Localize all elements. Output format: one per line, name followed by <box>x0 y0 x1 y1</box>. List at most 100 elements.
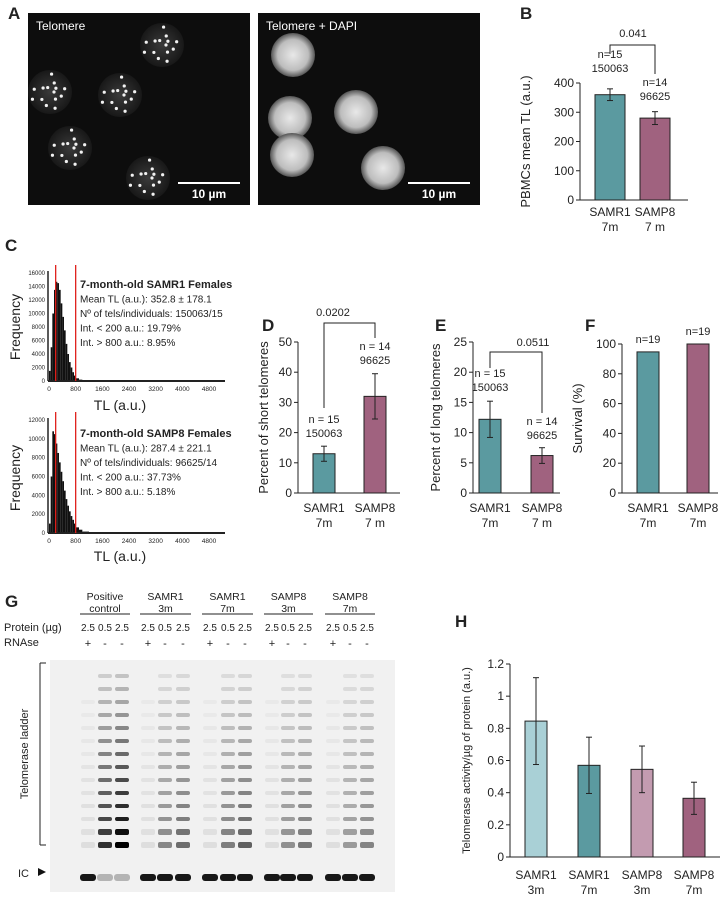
ic-band <box>97 874 113 881</box>
y-tick-label: 50 <box>279 335 293 349</box>
ladder-band <box>81 713 95 717</box>
y-tick-label: 100 <box>596 337 616 351</box>
ladder-band <box>158 752 172 756</box>
ladder-band <box>326 778 340 782</box>
histogram-bar <box>75 378 79 381</box>
ladder-band <box>176 739 190 743</box>
ladder-band <box>158 713 172 717</box>
ladder-band <box>343 829 357 835</box>
telomere-spot <box>54 86 58 90</box>
y-tick-label: 4000 <box>32 493 46 499</box>
protein-amount: 0.5 <box>281 623 295 634</box>
ic-band <box>175 874 191 881</box>
ladder-band <box>98 687 112 691</box>
x-tick-label: 3200 <box>148 386 163 393</box>
protein-label: Protein (µg) <box>4 622 62 634</box>
ladder-band <box>221 713 235 717</box>
telomere-spot <box>144 40 148 44</box>
ladder-band <box>98 778 112 782</box>
ladder-band <box>360 687 374 691</box>
x-tick-label: 7m <box>581 883 598 897</box>
x-tick-label: 3200 <box>148 538 163 545</box>
histogram-bar <box>62 481 64 533</box>
ladder-band <box>158 817 172 821</box>
telomere-spot <box>164 34 168 38</box>
ladder-band <box>158 765 172 769</box>
ladder-band <box>203 713 217 717</box>
y-tick-label: 8000 <box>32 456 46 462</box>
rnase-status: + <box>269 638 275 650</box>
n-annotation: n=19 <box>686 326 711 338</box>
ladder-band <box>158 829 172 835</box>
nucleus <box>48 126 92 170</box>
p-value-label: 0.0202 <box>316 307 350 319</box>
ladder-band <box>176 804 190 808</box>
panel-label-e: E <box>435 316 447 335</box>
y-tick-label: 200 <box>554 135 574 149</box>
ladder-band <box>238 739 252 743</box>
panel-label-b: B <box>520 4 533 23</box>
y-tick-label: 0.2 <box>487 818 504 832</box>
x-tick-label: SAMP8 <box>355 501 396 515</box>
lane-group-label: 7m <box>343 603 358 615</box>
protein-amount: 2.5 <box>176 623 190 634</box>
telomere-spot <box>61 142 65 146</box>
ladder-band <box>81 842 95 848</box>
histogram-bar <box>60 303 63 381</box>
x-axis-label: TL (a.u.) <box>94 548 146 564</box>
ladder-band <box>176 674 190 678</box>
ladder-band <box>81 829 95 835</box>
lane-group-label: SAMP8 <box>332 591 368 603</box>
telomere-spot <box>147 158 152 162</box>
histogram-bar <box>60 471 63 533</box>
image-label: Telomere <box>36 19 86 33</box>
bar-samp8-7m <box>686 343 710 494</box>
rnase-status: - <box>286 638 290 650</box>
ladder-band <box>203 842 217 848</box>
histogram-bar <box>55 443 58 533</box>
x-tick-label: 4000 <box>175 538 190 545</box>
telomere-spot <box>122 84 126 88</box>
y-tick-label: 5 <box>460 456 467 470</box>
ladder-band <box>98 829 112 835</box>
y-tick-label: 15 <box>454 395 468 409</box>
n-annotation: 150063 <box>472 382 509 394</box>
ladder-band <box>343 739 357 743</box>
y-tick-label: 2000 <box>32 366 46 372</box>
scale-bar-label: 10 µm <box>422 187 456 201</box>
telomere-spot <box>83 143 87 147</box>
ic-band <box>280 874 296 881</box>
ladder-band <box>343 752 357 756</box>
x-tick-label: SAMP8 <box>522 501 563 515</box>
y-tick-label: 10000 <box>28 437 45 443</box>
ladder-band <box>98 752 112 756</box>
x-tick-label: 7m <box>686 883 703 897</box>
x-tick-label: 800 <box>70 538 81 545</box>
ladder-band <box>176 752 190 756</box>
histogram-stat: Mean TL (a.u.): 352.8 ± 178.1 <box>80 295 212 306</box>
protein-amount: 2.5 <box>115 623 129 634</box>
telomere-spot <box>50 153 55 157</box>
ladder-band <box>281 765 295 769</box>
histogram-stat: Int. > 800 a.u.: 8.95% <box>80 338 175 349</box>
y-tick-label: 10 <box>279 456 293 470</box>
ladder-band <box>238 700 252 704</box>
histogram-bar <box>67 505 69 533</box>
ladder-band <box>98 804 112 808</box>
x-tick-label: 2400 <box>122 538 137 545</box>
histogram-bar <box>59 289 61 381</box>
ladder-band <box>221 765 235 769</box>
ladder-band <box>238 791 252 795</box>
ladder-band <box>115 700 129 704</box>
y-tick-label: 40 <box>279 365 293 379</box>
ladder-band <box>158 700 172 704</box>
histogram-bar <box>65 343 68 381</box>
ic-band <box>264 874 280 881</box>
ladder-band <box>360 778 374 782</box>
ladder-band <box>298 765 312 769</box>
histogram-bar <box>74 375 76 381</box>
n-annotation: n=19 <box>636 334 661 346</box>
histogram-bar <box>49 523 51 533</box>
histogram-bar <box>50 476 53 533</box>
ladder-band <box>298 752 312 756</box>
